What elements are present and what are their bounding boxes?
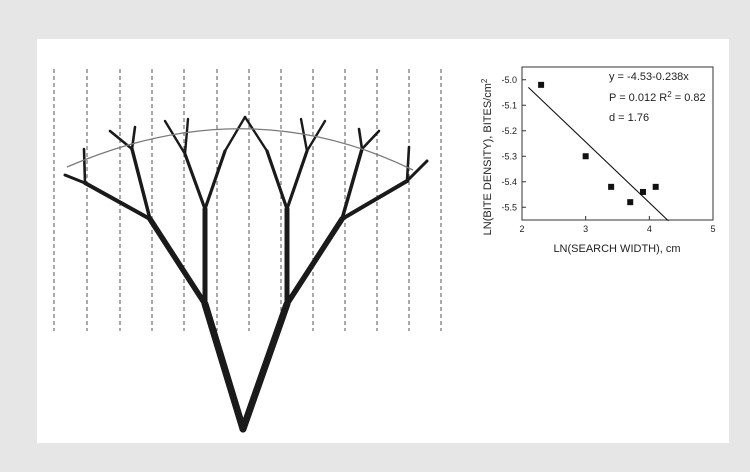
y-axis-label-superscript: 2 bbox=[480, 78, 489, 83]
r2-value-text: = 0.82 bbox=[672, 92, 706, 104]
tree-branch-13 bbox=[340, 147, 364, 221]
plot-frame bbox=[521, 66, 714, 221]
y-tick-label-6: -5.5 bbox=[501, 202, 517, 212]
x-tick-label-3: 4 bbox=[647, 224, 652, 234]
tree-branch-17 bbox=[108, 129, 134, 151]
d-value-text: d = 1.76 bbox=[609, 112, 649, 124]
tree-branch-19 bbox=[163, 119, 187, 156]
figure-canvas: LN(BITE DENSITY), BITES/cm2 2 3 4 5-5.0-5.1… bbox=[53, 66, 716, 433]
y-axis-label-group: LN(BITE DENSITY), BITES/cm2 bbox=[480, 78, 495, 235]
p-value-text: P = 0.012 R bbox=[609, 92, 667, 104]
tree-branch-1 bbox=[201, 300, 247, 433]
tree-branch-8 bbox=[130, 147, 152, 221]
regression-stats: y = -4.53-0.238x P = 0.012 R2 = 0.82 d =… bbox=[609, 71, 706, 124]
scatter-point-2 bbox=[582, 153, 589, 160]
scatter-point-3 bbox=[608, 183, 615, 190]
dashed-search-width-lines bbox=[53, 69, 442, 331]
regression-line bbox=[527, 86, 669, 222]
tree-branch-27 bbox=[405, 145, 411, 183]
tree-branch-11 bbox=[265, 149, 289, 211]
search-arc bbox=[66, 128, 414, 171]
tree-branch-15 bbox=[63, 173, 87, 185]
scatter-chart: LN(BITE DENSITY), BITES/cm2 2 3 4 5-5.0-5.1… bbox=[480, 66, 716, 255]
scatter-point-5 bbox=[639, 188, 646, 195]
regression-equation: y = -4.53-0.238x bbox=[609, 71, 689, 83]
tree-branch-18 bbox=[130, 125, 137, 151]
tree-branch-22 bbox=[243, 115, 269, 153]
y-tick-label-5: -5.4 bbox=[501, 177, 517, 187]
tree-branch-3 bbox=[147, 216, 208, 307]
tree-branches bbox=[63, 115, 429, 433]
tree-branch-7 bbox=[83, 181, 152, 221]
r2-superscript: 2 bbox=[667, 90, 672, 99]
scatter-point-4 bbox=[627, 199, 634, 206]
tree-branch-21 bbox=[223, 115, 247, 153]
x-tick-label-1: 2 bbox=[519, 224, 524, 234]
figure-panel: LN(BITE DENSITY), BITES/cm2 2 3 4 5 -5.0 -5.1… bbox=[37, 39, 729, 443]
tree-branch-23 bbox=[299, 117, 309, 153]
scatter-point-6 bbox=[652, 183, 659, 190]
y-tick-label-1: -5.0 bbox=[501, 75, 517, 85]
tree-branch-6 bbox=[284, 216, 345, 307]
y-tick-label-4: -5.3 bbox=[501, 151, 517, 161]
tree-branch-26 bbox=[360, 129, 381, 151]
tree-branch-20 bbox=[183, 117, 190, 156]
tree-branch-28 bbox=[405, 159, 429, 183]
tree-branch-10 bbox=[203, 149, 227, 211]
x-axis-label: LN(SEARCH WIDTH), cm bbox=[553, 243, 680, 255]
x-tick-label-2: 3 bbox=[583, 224, 588, 234]
tree-branch-9 bbox=[183, 152, 207, 211]
regression-p-r2: P = 0.012 R2 = 0.82 bbox=[609, 90, 706, 105]
x-tick-label-4: 5 bbox=[710, 224, 715, 234]
y-axis-label-main: LN(BITE DENSITY), BITES/cm bbox=[482, 83, 494, 235]
plot-area: 2 3 4 5 -5.0 -5.1 -5.2 -5.3 -5.4 -5.5 bbox=[501, 66, 716, 234]
tree-branch-12 bbox=[285, 149, 309, 211]
y-tick-label-3: -5.2 bbox=[501, 126, 517, 136]
tree-branch-14 bbox=[340, 179, 409, 221]
scatter-point-1 bbox=[538, 81, 545, 88]
branching-tree-diagram bbox=[53, 69, 442, 433]
tree-branch-2 bbox=[239, 300, 291, 433]
tree-branch-25 bbox=[357, 127, 364, 151]
tree-branch-16 bbox=[82, 147, 87, 185]
y-tick-label-2: -5.1 bbox=[501, 100, 517, 110]
y-axis-label: LN(BITE DENSITY), BITES/cm2 bbox=[480, 78, 495, 235]
